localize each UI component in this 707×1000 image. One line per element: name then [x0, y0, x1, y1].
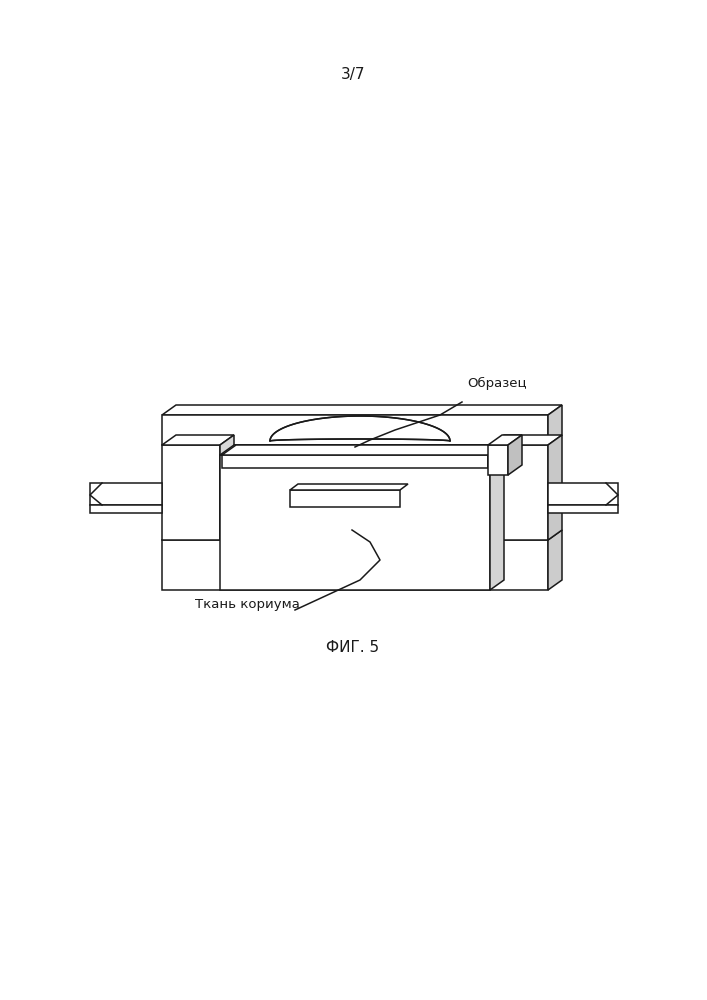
Polygon shape: [162, 530, 562, 540]
Polygon shape: [220, 435, 234, 540]
Polygon shape: [488, 445, 508, 475]
Polygon shape: [548, 505, 618, 513]
Polygon shape: [90, 505, 162, 513]
Polygon shape: [220, 445, 504, 455]
Polygon shape: [508, 435, 522, 475]
Polygon shape: [548, 405, 562, 445]
Polygon shape: [548, 483, 618, 505]
Polygon shape: [162, 445, 220, 540]
Polygon shape: [490, 445, 504, 590]
Polygon shape: [490, 445, 548, 540]
Text: ФИГ. 5: ФИГ. 5: [327, 641, 380, 656]
Text: Образец: Образец: [467, 377, 527, 390]
Polygon shape: [90, 483, 162, 505]
Polygon shape: [490, 435, 562, 445]
Polygon shape: [162, 415, 548, 445]
Polygon shape: [548, 435, 562, 540]
Polygon shape: [488, 445, 502, 468]
Polygon shape: [270, 416, 450, 441]
Polygon shape: [162, 405, 562, 415]
Polygon shape: [548, 530, 562, 590]
Text: Ткань кориума: Ткань кориума: [195, 598, 300, 611]
Polygon shape: [488, 435, 522, 445]
Text: 3/7: 3/7: [341, 68, 366, 83]
Polygon shape: [222, 455, 488, 468]
Polygon shape: [290, 490, 400, 507]
Polygon shape: [290, 484, 408, 490]
Polygon shape: [222, 445, 502, 455]
Polygon shape: [220, 455, 490, 590]
Polygon shape: [162, 435, 234, 445]
Polygon shape: [162, 540, 548, 590]
